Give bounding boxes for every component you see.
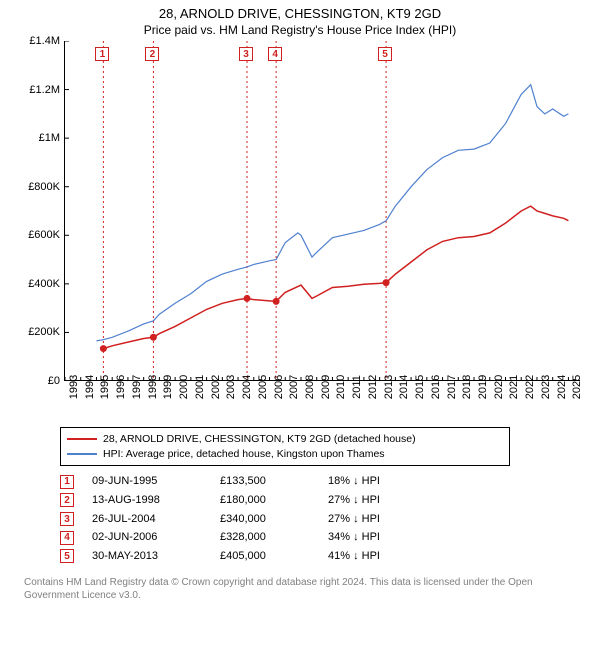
sale-row: 4 02-JUN-2006 £328,000 34% ↓ HPI [60,528,600,547]
sale-date: 09-JUN-1995 [92,472,202,491]
x-tick-label: 1996 [115,375,127,399]
sale-price: £133,500 [220,472,310,491]
sale-row: 5 30-MAY-2013 £405,000 41% ↓ HPI [60,547,600,566]
sale-row: 1 09-JUN-1995 £133,500 18% ↓ HPI [60,472,600,491]
x-tick-label: 2015 [414,375,426,399]
x-tick-label: 1993 [68,375,80,399]
x-tick-label: 1994 [84,375,96,399]
sale-marker-box: 1 [95,47,109,61]
x-tick-label: 2023 [540,375,552,399]
legend-item: 28, ARNOLD DRIVE, CHESSINGTON, KT9 2GD (… [67,432,503,447]
sale-marker-box: 5 [378,47,392,61]
sale-row: 3 26-JUL-2004 £340,000 27% ↓ HPI [60,510,600,529]
sales-table: 1 09-JUN-1995 £133,500 18% ↓ HPI 2 13-AUG-199… [60,472,600,565]
sale-marker-box: 2 [145,47,159,61]
sale-price: £180,000 [220,491,310,510]
x-tick-label: 2017 [446,375,458,399]
x-tick-label: 2020 [493,375,505,399]
x-tick-label: 2008 [304,375,316,399]
x-tick-label: 2025 [571,375,583,399]
x-tick-label: 2019 [477,375,489,399]
y-tick-label: £600K [20,229,60,241]
x-tick-label: 2022 [524,375,536,399]
sale-row-marker: 4 [60,531,74,545]
sale-row-marker: 1 [60,475,74,489]
x-tick-label: 2016 [430,375,442,399]
legend-swatch [67,438,97,440]
y-tick-label: £1M [20,132,60,144]
chart-title: 28, ARNOLD DRIVE, CHESSINGTON, KT9 2GD [0,0,600,21]
sale-row-marker: 5 [60,549,74,563]
plot-svg [65,41,581,381]
sale-diff: 27% ↓ HPI [328,510,438,529]
sale-diff: 34% ↓ HPI [328,528,438,547]
chart-area: £0£200K£400K£600K£800K£1M£1.2M£1.4M 1993… [20,41,580,421]
sale-row: 2 13-AUG-1998 £180,000 27% ↓ HPI [60,491,600,510]
x-tick-label: 2010 [335,375,347,399]
x-tick-label: 2011 [351,375,363,399]
chart-container: 28, ARNOLD DRIVE, CHESSINGTON, KT9 2GD P… [0,0,600,650]
y-tick-label: £0 [20,375,60,387]
y-tick-label: £1.2M [20,84,60,96]
chart-subtitle: Price paid vs. HM Land Registry's House … [0,21,600,41]
sale-row-marker: 3 [60,512,74,526]
legend-label: HPI: Average price, detached house, King… [103,447,385,462]
sale-diff: 27% ↓ HPI [328,491,438,510]
sale-date: 13-AUG-1998 [92,491,202,510]
x-tick-label: 2009 [320,375,332,399]
x-tick-label: 2005 [257,375,269,399]
x-tick-label: 2012 [367,375,379,399]
sale-date: 30-MAY-2013 [92,547,202,566]
x-tick-label: 2014 [398,375,410,399]
x-tick-label: 1998 [147,375,159,399]
plot-area [64,41,580,381]
sale-row-marker: 2 [60,493,74,507]
x-tick-label: 2004 [241,375,253,399]
x-tick-label: 2001 [194,375,206,399]
footer-note: Contains HM Land Registry data © Crown c… [24,576,576,602]
x-tick-label: 2021 [508,375,520,399]
legend-label: 28, ARNOLD DRIVE, CHESSINGTON, KT9 2GD (… [103,432,416,447]
x-tick-label: 2006 [273,375,285,399]
sale-diff: 41% ↓ HPI [328,547,438,566]
x-tick-label: 2000 [178,375,190,399]
x-tick-label: 2018 [461,375,473,399]
x-tick-label: 2007 [288,375,300,399]
legend-item: HPI: Average price, detached house, King… [67,447,503,462]
x-tick-label: 1999 [162,375,174,399]
x-tick-label: 2003 [225,375,237,399]
x-tick-label: 2002 [210,375,222,399]
legend-swatch [67,453,97,455]
sale-diff: 18% ↓ HPI [328,472,438,491]
x-tick-label: 1997 [131,375,143,399]
sale-price: £340,000 [220,510,310,529]
sale-date: 02-JUN-2006 [92,528,202,547]
sale-date: 26-JUL-2004 [92,510,202,529]
sale-price: £328,000 [220,528,310,547]
y-tick-label: £200K [20,326,60,338]
y-tick-label: £400K [20,278,60,290]
x-tick-label: 2024 [556,375,568,399]
x-tick-label: 1995 [99,375,111,399]
sale-price: £405,000 [220,547,310,566]
x-tick-label: 2013 [383,375,395,399]
y-tick-label: £1.4M [20,35,60,47]
sale-marker-box: 3 [239,47,253,61]
legend: 28, ARNOLD DRIVE, CHESSINGTON, KT9 2GD (… [60,427,510,466]
sale-marker-box: 4 [268,47,282,61]
y-tick-label: £800K [20,181,60,193]
